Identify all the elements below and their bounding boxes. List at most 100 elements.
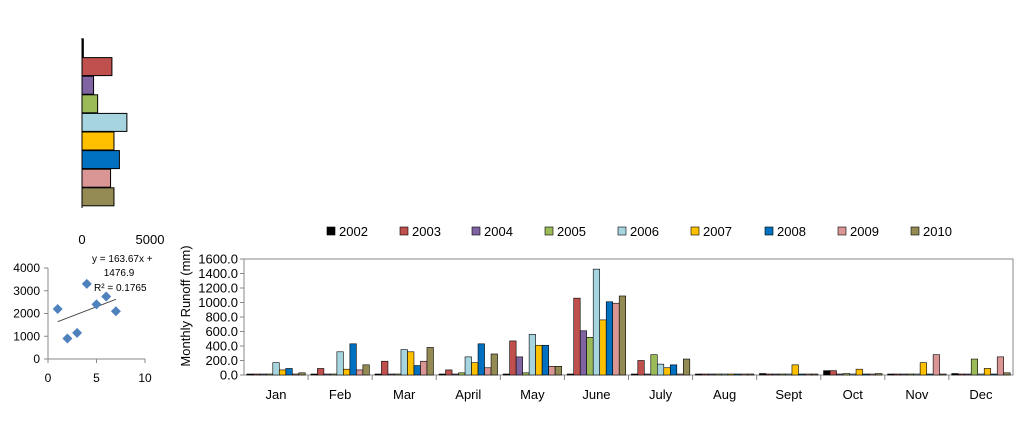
bar-2008-July — [669, 364, 678, 376]
bar-2007-Dec — [983, 368, 992, 376]
bar-2003-Nov — [893, 373, 901, 376]
scatter-point — [62, 333, 73, 344]
x-tick-label: Oct — [843, 387, 864, 402]
bar-2010-Jan — [298, 372, 306, 376]
bar-2005-June — [586, 336, 594, 376]
bar-2010-Nov — [939, 373, 947, 376]
bar-2009-July — [676, 373, 684, 376]
legend-swatch-2009 — [837, 226, 847, 236]
scatter-equation-label: R² = 0.1765 — [94, 283, 147, 294]
x-tick-label: Feb — [329, 387, 351, 402]
legend-label-2008: 2008 — [777, 224, 806, 239]
bar-2003-Jan — [252, 373, 261, 376]
bar-2005-Feb — [330, 373, 338, 376]
bar-2004-Aug — [708, 373, 716, 376]
bar-2008-May — [541, 344, 549, 376]
bar-2010-July — [682, 358, 691, 376]
bar-2002-April — [438, 373, 446, 376]
bar-2010-Feb — [362, 364, 370, 376]
bar-2008-April — [477, 343, 485, 376]
bar-2008-Feb — [349, 343, 357, 376]
bar-2007-April — [471, 362, 479, 376]
x-tick-label: Sept — [775, 387, 802, 402]
bar-2002-Jan — [246, 373, 254, 376]
scatter-y-tick-label: 2000 — [13, 307, 40, 321]
bar-2010-Oct — [875, 373, 883, 376]
hbar-2009 — [81, 168, 112, 188]
bar-2003-July — [637, 360, 645, 376]
bar-2008-Sept — [798, 373, 806, 376]
bar-2008-Oct — [862, 373, 870, 376]
bar-2006-June — [592, 268, 601, 376]
x-tick-label: Jan — [266, 387, 287, 402]
legend-swatch-2005 — [544, 226, 554, 236]
bar-2004-Nov — [900, 373, 908, 376]
x-tick-label: Dec — [969, 387, 993, 402]
bar-2005-Mar — [394, 373, 402, 376]
bar-2002-Mar — [374, 373, 382, 376]
scatter-equation-label: 1476.9 — [104, 268, 135, 279]
hbar-2010 — [81, 187, 115, 207]
bar-2007-Aug — [727, 373, 735, 376]
scatter-y-tick-label: 3000 — [13, 284, 40, 298]
bar-2002-May — [502, 373, 510, 376]
x-tick-label: June — [582, 387, 610, 402]
bar-2006-Dec — [977, 373, 985, 376]
bar-2008-June — [605, 301, 614, 376]
bar-2009-Oct — [868, 373, 876, 376]
legend-label-2002: 2002 — [339, 224, 368, 239]
bar-2005-Sept — [778, 373, 786, 376]
y-tick-label: 200.0 — [205, 353, 238, 368]
bar-2003-Sept — [765, 373, 773, 376]
bar-2005-Aug — [714, 373, 722, 376]
hbar-2004 — [81, 75, 95, 95]
hbar-tick-label: 5000 — [136, 232, 165, 247]
scatter-x-tick-label: 5 — [93, 371, 100, 385]
bar-2007-May — [535, 344, 543, 376]
scatter-point — [81, 278, 92, 289]
legend-label-2005: 2005 — [557, 224, 586, 239]
bar-2004-Dec — [964, 373, 972, 376]
plot-area-border — [243, 258, 1014, 376]
bar-2008-Dec — [990, 373, 998, 376]
legend-swatch-2008 — [764, 226, 774, 236]
bar-2002-Feb — [310, 373, 318, 376]
bar-2010-April — [490, 353, 498, 376]
scatter-x-tick-label: 10 — [138, 371, 152, 385]
hbar-2003 — [81, 57, 113, 77]
bar-2010-May — [554, 365, 562, 376]
bar-2004-Mar — [387, 373, 395, 376]
scatter-y-tick-label: 4000 — [13, 261, 40, 275]
bar-2007-June — [599, 319, 607, 376]
legend-swatch-2003 — [399, 226, 409, 236]
trend-scatter-chart: 0 1000 2000 3000 4000 0 5 10 y = 163.67x + 1476.9… — [13, 254, 152, 385]
bar-2002-June — [566, 373, 575, 376]
y-tick-label: 1000.0 — [198, 295, 238, 310]
bar-2007-Feb — [343, 368, 351, 376]
legend-label-2006: 2006 — [630, 224, 659, 239]
bar-2005-Oct — [842, 373, 850, 376]
bar-2009-Aug — [740, 373, 748, 376]
y-tick-label: 800.0 — [205, 310, 238, 325]
bar-2006-Aug — [721, 373, 729, 376]
x-tick-label: Nov — [905, 387, 929, 402]
bar-2006-Sept — [785, 373, 793, 376]
y-tick-label: 1200.0 — [198, 281, 238, 296]
bar-2004-July — [643, 373, 652, 376]
hbar-2002 — [81, 38, 84, 58]
x-tick-label: July — [649, 387, 673, 402]
hbar-2007 — [81, 131, 115, 151]
legend-swatch-2010 — [910, 226, 920, 236]
bar-2003-Feb — [317, 368, 325, 376]
bar-2010-Dec — [1003, 372, 1011, 376]
scatter-equation-label: y = 163.67x + — [92, 254, 153, 265]
bar-2006-Feb — [336, 351, 344, 376]
bar-2007-July — [663, 367, 671, 376]
scatter-point — [91, 299, 102, 310]
bar-2009-Feb — [356, 369, 364, 376]
bar-2005-July — [650, 354, 658, 376]
y-tick-label: 400.0 — [205, 339, 238, 354]
bar-2007-Nov — [919, 362, 927, 376]
hbar-2005 — [81, 94, 99, 114]
